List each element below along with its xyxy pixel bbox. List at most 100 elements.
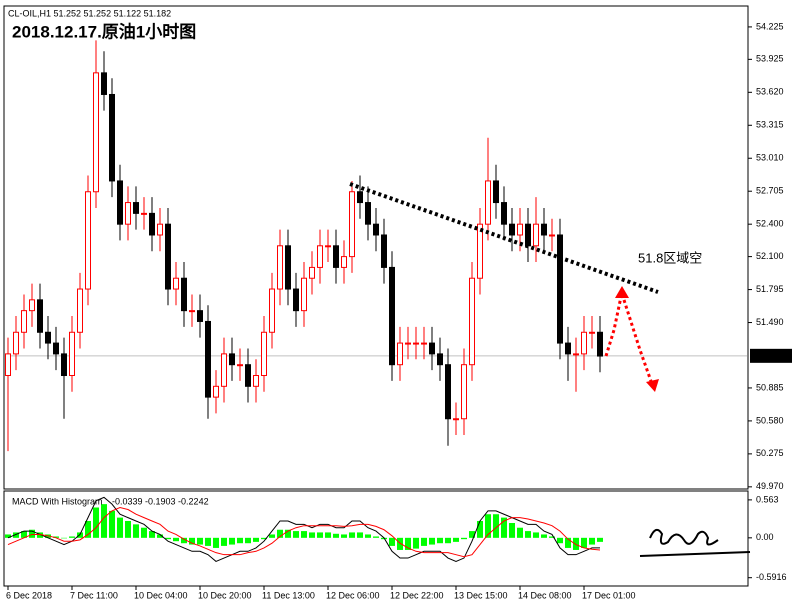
candle-body: [261, 331, 267, 377]
candle-body: [125, 202, 131, 225]
candle-body: [525, 223, 531, 247]
histogram-bar: [269, 534, 275, 538]
arrow-head: [646, 379, 659, 392]
histogram-bar: [533, 532, 539, 538]
histogram-bar: [549, 536, 555, 538]
histogram-bar: [405, 537, 411, 550]
candle-body: [277, 245, 283, 290]
header: CL-OIL,H1 51.252 51.252 51.122 51.182: [8, 8, 171, 18]
x-tick-label: 6 Dec 2018: [6, 590, 52, 600]
histogram-bar: [437, 537, 443, 544]
histogram-bar: [261, 537, 267, 540]
histogram-bar: [125, 520, 131, 538]
y-tick-label: 52.705: [756, 186, 784, 196]
candle-body: [357, 191, 363, 204]
histogram-bar: [429, 537, 435, 545]
candle-body: [61, 353, 67, 377]
candle-body: [101, 72, 107, 95]
histogram-bar: [237, 537, 243, 544]
candle-body: [269, 288, 275, 333]
candle-body: [541, 223, 547, 236]
y-tick-label: 53.010: [756, 153, 784, 163]
candle-body: [117, 180, 123, 225]
candle-body: [549, 234, 555, 237]
candle-body: [389, 266, 395, 366]
candle-body: [309, 266, 315, 279]
candle-body: [189, 310, 195, 313]
x-tick-label: 12 Dec 06:00: [326, 590, 380, 600]
y-tick-label: 53.925: [756, 54, 784, 64]
histogram-bar: [29, 529, 35, 538]
histogram-bar: [189, 537, 195, 545]
candle-body: [85, 191, 91, 290]
candle-body: [213, 385, 219, 398]
x-tick-label: 10 Dec 04:00: [134, 590, 188, 600]
chart-title: 2018.12.17.原油1小时图: [12, 21, 196, 41]
candle-body: [581, 331, 587, 355]
histogram-bar: [117, 517, 123, 538]
candle-body: [165, 223, 171, 290]
histogram-bar: [21, 531, 27, 538]
candle-body: [141, 212, 147, 215]
histogram-bar: [61, 537, 67, 539]
candle-body: [429, 342, 435, 355]
signature: [639, 528, 751, 557]
y-tick-label: 52.100: [756, 251, 784, 261]
candle-body: [45, 331, 51, 344]
histogram-bar: [333, 533, 339, 538]
histogram-bar: [293, 531, 299, 538]
y-tick-label: 53.315: [756, 120, 784, 130]
current-price-label: 51.182: [754, 350, 782, 360]
histogram-bar: [197, 537, 203, 545]
candle-body: [301, 277, 307, 312]
y-tick-label: 50.275: [756, 448, 784, 458]
histogram-bar: [469, 531, 475, 538]
histogram-bar: [285, 529, 291, 538]
current-price-box: [750, 348, 792, 363]
macd-title: MACD With Histogram: [12, 496, 103, 506]
histogram-bar: [501, 517, 507, 538]
histogram-bar: [373, 536, 379, 538]
histogram-bar: [525, 531, 531, 538]
histogram-bar: [309, 532, 315, 538]
histogram-bar: [493, 514, 499, 538]
candle-body: [461, 364, 467, 420]
histogram-bar: [573, 537, 579, 550]
candle-body: [437, 353, 443, 366]
histogram-bar: [221, 537, 227, 546]
histogram-bar: [349, 532, 355, 538]
histogram-bar: [205, 537, 211, 546]
candle-body: [509, 223, 515, 236]
histogram-bar: [421, 537, 427, 546]
y-tick-label: 0.00: [756, 532, 774, 542]
arrow-head: [615, 286, 629, 298]
x-tick-label: 11 Dec 13:00: [262, 590, 315, 600]
candle-body: [157, 223, 163, 236]
histogram-bar: [589, 537, 595, 545]
histogram-bar: [109, 510, 115, 538]
candle-body: [5, 353, 11, 377]
histogram-bar: [165, 537, 171, 540]
histogram-bar: [325, 532, 331, 538]
y-tick-label: 53.620: [756, 87, 784, 97]
histogram-bar: [485, 514, 491, 538]
candle-body: [445, 364, 451, 420]
candle-body: [365, 202, 371, 225]
histogram-bar: [157, 534, 163, 538]
x-tick-label: 7 Dec 11:00: [70, 590, 118, 600]
histogram-bar: [581, 537, 587, 548]
histogram-bar: [13, 532, 19, 538]
histogram-bar: [37, 532, 43, 538]
histogram-bar: [453, 537, 459, 542]
histogram-bar: [101, 504, 107, 538]
histogram-bar: [317, 532, 323, 538]
candle-body: [133, 202, 139, 214]
marks: [5, 40, 747, 562]
candle-body: [253, 375, 259, 387]
histogram-bar: [509, 523, 515, 538]
histogram-bar: [445, 537, 451, 544]
candle-body: [533, 223, 539, 247]
x-tick-label: 13 Dec 15:00: [454, 590, 508, 600]
candle-body: [469, 277, 475, 366]
